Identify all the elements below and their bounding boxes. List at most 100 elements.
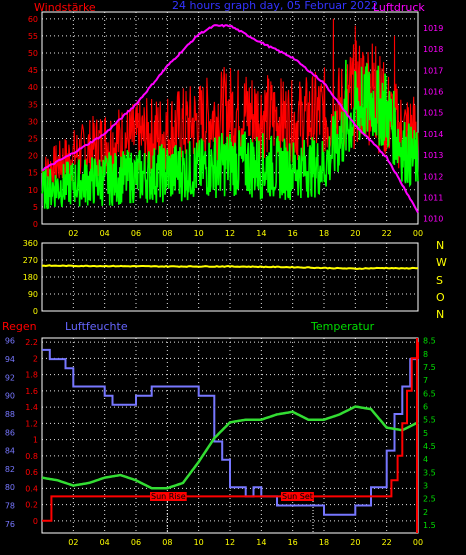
- temperature-tick-5.5: 5.5: [423, 416, 436, 425]
- pressure-tick-1014: 1014: [423, 130, 443, 139]
- pressure-tick-1011: 1011: [423, 194, 443, 203]
- wind-tick-25: 25: [28, 135, 38, 144]
- wind-xtick-12: 12: [225, 229, 235, 238]
- humidity-tick-82: 82: [5, 465, 15, 474]
- direction-tick-90: 90: [28, 290, 38, 299]
- wind-axis-title: Windstärke: [34, 1, 96, 14]
- pressure-axis-title: Luftdruck: [373, 1, 425, 14]
- temperature-tick-6: 6: [423, 403, 428, 412]
- compass-label-n1: N: [436, 239, 444, 252]
- temperature-tick-4.5: 4.5: [423, 442, 436, 451]
- wind-tick-0: 0: [33, 220, 38, 229]
- climate-xtick-22: 22: [382, 538, 392, 547]
- humidity-tick-76: 76: [5, 520, 15, 529]
- direction-series: [41, 264, 419, 270]
- wind-xtick-18: 18: [319, 229, 329, 238]
- climate-xtick-00: 00: [413, 538, 423, 547]
- wind-tick-50: 50: [28, 49, 38, 58]
- humidity-tick-92: 92: [5, 373, 15, 382]
- pressure-tick-1015: 1015: [423, 109, 443, 118]
- wind-tick-55: 55: [28, 32, 38, 41]
- wind-xtick-14: 14: [256, 229, 266, 238]
- temperature-tick-7: 7: [423, 376, 428, 385]
- wind-tick-35: 35: [28, 100, 38, 109]
- climate-xtick-14: 14: [256, 538, 266, 547]
- wind-xtick-10: 10: [194, 229, 204, 238]
- humidity-tick-86: 86: [5, 428, 15, 437]
- tick-labels: 0510152025303540455055601010101110121013…: [5, 15, 444, 547]
- temperature-tick-8: 8: [423, 350, 428, 359]
- wind-tick-45: 45: [28, 66, 38, 75]
- compass-label-o: O: [436, 291, 445, 304]
- humidity-series: [42, 348, 419, 516]
- sun-label-bg: [281, 492, 314, 501]
- wind-tick-15: 15: [28, 169, 38, 178]
- wind-xtick-04: 04: [100, 229, 110, 238]
- pressure-tick-1016: 1016: [423, 88, 443, 97]
- wind-tick-40: 40: [28, 83, 38, 92]
- rain-tick-0.8: 0.8: [25, 452, 38, 461]
- pressure-tick-1018: 1018: [423, 45, 443, 54]
- climate-xtick-08: 08: [162, 538, 172, 547]
- pressure-tick-1019: 1019: [423, 24, 443, 33]
- temperature-tick-4: 4: [423, 455, 428, 464]
- temperature-tick-3.5: 3.5: [423, 468, 436, 477]
- direction-tick-0: 0: [33, 307, 38, 316]
- wind-xtick-22: 22: [382, 229, 392, 238]
- humidity-tick-96: 96: [5, 337, 15, 346]
- rain-tick-2: 2: [33, 354, 38, 363]
- humidity-tick-88: 88: [5, 410, 15, 419]
- pressure-series: [41, 23, 419, 214]
- direction-tick-270: 270: [23, 256, 38, 265]
- temperature-tick-5: 5: [423, 429, 428, 438]
- temperature-tick-1.5: 1.5: [423, 521, 436, 530]
- compass-label-w: W: [436, 256, 447, 269]
- temperature-tick-3: 3: [423, 482, 428, 491]
- climate-xtick-18: 18: [319, 538, 329, 547]
- climate-xtick-10: 10: [194, 538, 204, 547]
- pressure-tick-1010: 1010: [423, 215, 443, 224]
- wind-xtick-08: 08: [162, 229, 172, 238]
- climate-xtick-16: 16: [288, 538, 298, 547]
- rain-tick-0.6: 0.6: [25, 468, 38, 477]
- humidity-tick-94: 94: [5, 355, 15, 364]
- pressure-tick-1012: 1012: [423, 172, 443, 181]
- compass-label-n2: N: [436, 308, 444, 321]
- pressure-tick-1013: 1013: [423, 151, 443, 160]
- wind-tick-30: 30: [28, 117, 38, 126]
- temperature-tick-2.5: 2.5: [423, 495, 436, 504]
- humidity-tick-90: 90: [5, 392, 15, 401]
- rain-tick-0.2: 0.2: [25, 501, 38, 510]
- climate-xtick-04: 04: [100, 538, 110, 547]
- pressure-tick-1017: 1017: [423, 66, 443, 75]
- humidity-tick-84: 84: [5, 447, 15, 456]
- rain-tick-1.4: 1.4: [25, 403, 38, 412]
- climate-xtick-12: 12: [225, 538, 235, 547]
- temperature-tick-7.5: 7.5: [423, 363, 436, 372]
- wind-tick-5: 5: [33, 203, 38, 212]
- wind-tick-60: 60: [28, 15, 38, 24]
- compass-label-s: S: [436, 274, 443, 287]
- rain-axis-title: Regen: [2, 320, 37, 333]
- climate-xtick-20: 20: [350, 538, 360, 547]
- climate-xtick-02: 02: [68, 538, 78, 547]
- wind-series-1: [41, 59, 419, 210]
- wind-series-0: [41, 18, 419, 187]
- rain-tick-1.2: 1.2: [25, 419, 38, 428]
- series-lines: [41, 18, 419, 533]
- rain-tick-1.8: 1.8: [25, 371, 38, 380]
- rain-tick-2.2: 2.2: [25, 338, 38, 347]
- wind-xtick-20: 20: [350, 229, 360, 238]
- direction-tick-180: 180: [23, 273, 38, 282]
- humidity-tick-80: 80: [5, 483, 15, 492]
- humidity-tick-78: 78: [5, 502, 15, 511]
- rain-tick-1.6: 1.6: [25, 387, 38, 396]
- rain-tick-0: 0: [33, 517, 38, 526]
- climate-xtick-06: 06: [131, 538, 141, 547]
- rain-series: [42, 342, 419, 522]
- rain-tick-1: 1: [33, 436, 38, 445]
- rain-tick-0.4: 0.4: [25, 484, 38, 493]
- wind-xtick-16: 16: [288, 229, 298, 238]
- sun-label-bg: [150, 492, 187, 501]
